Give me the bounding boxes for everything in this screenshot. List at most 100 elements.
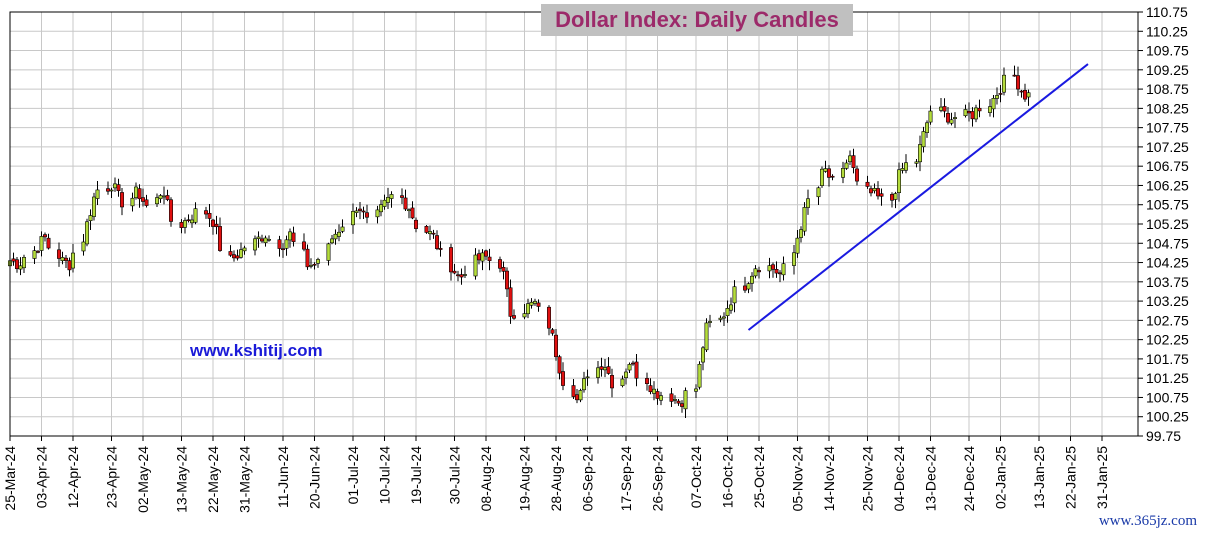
candle-down xyxy=(449,247,453,273)
candle-down xyxy=(281,248,285,251)
y-tick-label: 105.25 xyxy=(1146,216,1189,232)
candle-up xyxy=(652,388,656,394)
y-tick-label: 103.25 xyxy=(1146,293,1189,309)
x-tick-label: 20-Jun-24 xyxy=(307,446,323,509)
candle-up xyxy=(585,376,590,379)
candle-up xyxy=(190,219,194,224)
candle-down xyxy=(571,385,576,397)
candle-up xyxy=(326,243,331,261)
candle-down xyxy=(291,232,296,242)
candle-down xyxy=(865,181,870,187)
candle-down xyxy=(410,207,415,219)
candle-up xyxy=(253,238,257,251)
candle-up xyxy=(582,378,586,391)
candle-down xyxy=(431,232,436,235)
candle-up xyxy=(795,237,800,254)
x-tick-label: 25-Nov-24 xyxy=(860,446,876,512)
candle-up xyxy=(746,283,751,290)
candle-up xyxy=(340,226,345,232)
x-tick-label: 12-Apr-24 xyxy=(65,446,81,508)
y-tick-label: 109.75 xyxy=(1146,43,1189,59)
candle-up xyxy=(729,304,733,311)
candle-up xyxy=(725,308,730,316)
candle-up xyxy=(333,233,338,240)
candle-down xyxy=(1016,75,1020,90)
candle-up xyxy=(85,221,89,245)
candle-down xyxy=(106,188,110,192)
chart-title: Dollar Index: Daily Candles xyxy=(555,7,839,32)
candle-up xyxy=(18,265,23,270)
candle-down xyxy=(676,400,681,404)
candle-down xyxy=(1019,90,1024,93)
candle-up xyxy=(596,367,600,378)
candle-up xyxy=(918,144,922,163)
x-tick-label: 19-Jul-24 xyxy=(408,446,424,505)
candle-down xyxy=(610,375,614,389)
candle-down xyxy=(277,239,282,249)
candle-up xyxy=(39,236,44,251)
candle-up xyxy=(32,250,37,259)
candle-up xyxy=(113,183,117,189)
candle-up xyxy=(683,390,688,410)
candle-up xyxy=(337,231,341,237)
candle-down xyxy=(361,210,366,213)
y-tick-label: 103.75 xyxy=(1146,274,1189,290)
x-tick-label: 07-Oct-24 xyxy=(688,446,704,508)
candle-up xyxy=(914,161,919,164)
candle-up xyxy=(354,210,359,213)
candle-up xyxy=(820,168,824,186)
candle-up xyxy=(109,189,114,192)
candle-down xyxy=(680,403,684,407)
candle-down xyxy=(169,199,173,222)
candle-down xyxy=(179,222,184,228)
candle-down xyxy=(606,366,611,374)
x-tick-label: 22-Jan-25 xyxy=(1063,446,1079,509)
axis-layer: 110.75 110.25 109.75 109.25 108.75 108.25 107.… xyxy=(2,4,1189,513)
candle-up xyxy=(92,196,96,217)
candle-down xyxy=(144,199,149,206)
candle-up xyxy=(330,238,334,244)
candle-up xyxy=(995,95,999,99)
candle-up xyxy=(949,119,954,124)
candle-up xyxy=(750,275,754,284)
y-tick-label: 107.75 xyxy=(1146,120,1189,136)
y-tick-label: 108.75 xyxy=(1146,81,1189,97)
y-tick-label: 110.25 xyxy=(1146,23,1188,39)
candle-down xyxy=(645,378,649,384)
x-tick-label: 06-Sep-24 xyxy=(580,446,596,512)
candle-up xyxy=(88,215,93,221)
y-tick-label: 105.75 xyxy=(1146,197,1189,213)
candle-up xyxy=(158,195,163,200)
candle-down xyxy=(512,315,516,319)
candle-up xyxy=(526,303,530,315)
grid-layer xyxy=(10,12,1138,436)
candle-up xyxy=(22,257,26,269)
candle-up xyxy=(904,162,908,171)
candle-up xyxy=(627,364,632,371)
candle-up xyxy=(480,252,485,262)
candle-down xyxy=(116,184,121,192)
x-tick-label: 31-Jan-25 xyxy=(1094,446,1110,509)
candle-up xyxy=(71,252,75,269)
trend-layer xyxy=(747,63,1089,331)
candle-up xyxy=(816,187,821,198)
candle-up xyxy=(753,268,758,277)
candle-down xyxy=(830,175,835,178)
candle-up xyxy=(708,321,712,323)
candle-down xyxy=(312,263,317,266)
y-tick-label: 106.75 xyxy=(1146,158,1189,174)
candle-down xyxy=(365,212,369,218)
x-tick-label: 17-Sep-24 xyxy=(618,446,634,512)
candle-up xyxy=(183,220,187,228)
candle-up xyxy=(1026,92,1031,98)
candle-down xyxy=(505,270,509,290)
x-tick-label: 01-Jul-24 xyxy=(345,446,361,505)
candle-up xyxy=(134,186,138,199)
y-tick-label: 106.25 xyxy=(1146,177,1189,193)
x-tick-label: 24-Dec-24 xyxy=(961,446,977,512)
candle-down xyxy=(655,391,660,399)
candle-up xyxy=(823,168,828,172)
y-tick-label: 102.75 xyxy=(1146,312,1189,328)
site-label: www.kshitij.com xyxy=(190,341,323,360)
candle-up xyxy=(701,347,705,363)
